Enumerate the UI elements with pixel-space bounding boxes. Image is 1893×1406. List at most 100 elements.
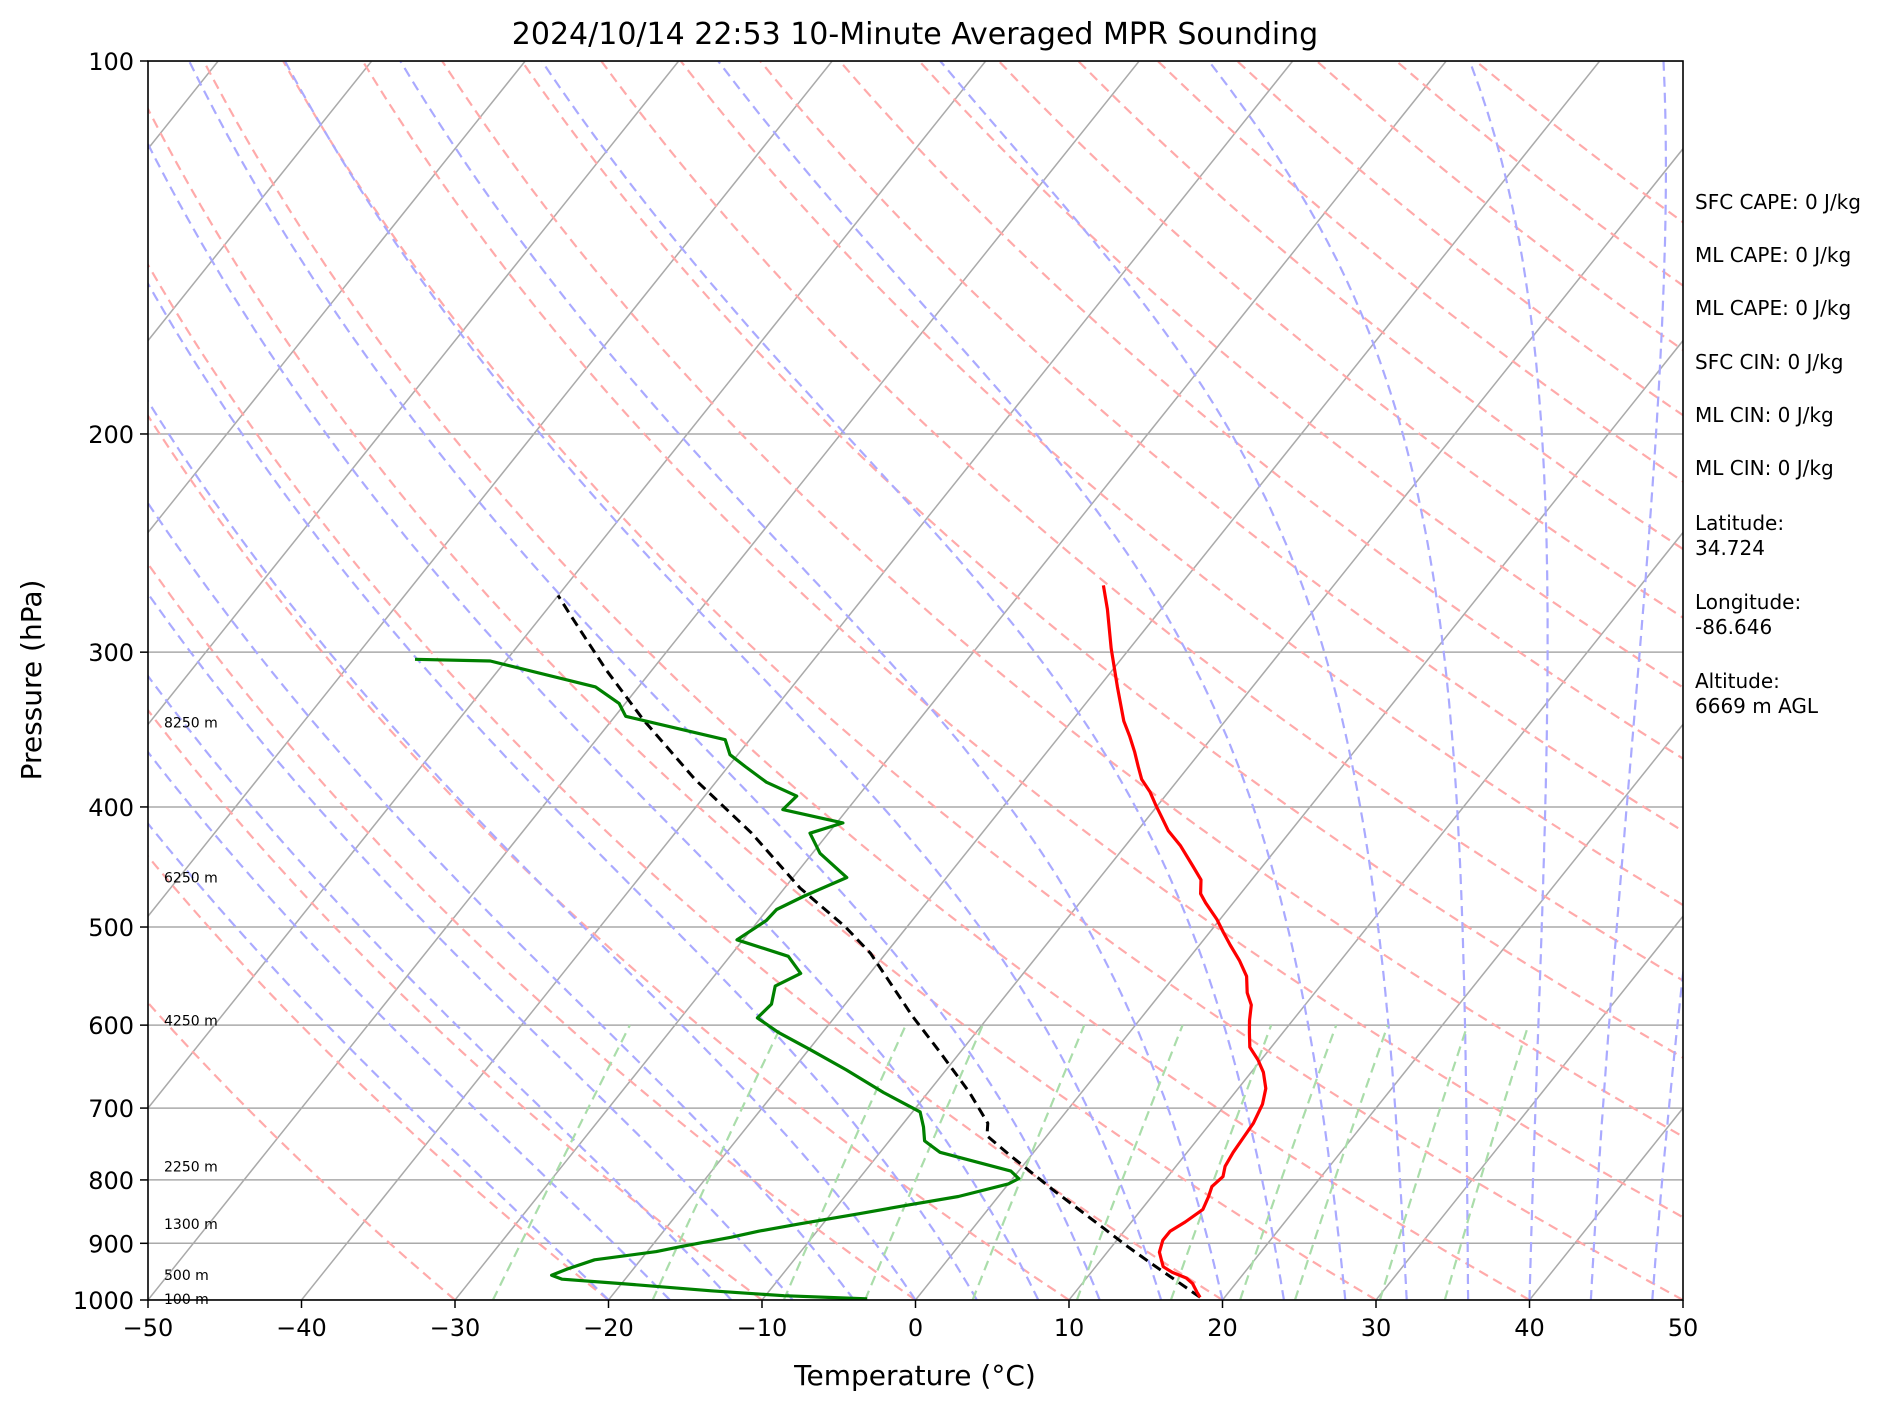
dry-adiabat xyxy=(918,61,1683,689)
isotherm-line xyxy=(148,61,987,1110)
profile-lines xyxy=(414,585,1268,1300)
mixing-ratio-line xyxy=(782,1024,907,1300)
x-tick-label: −40 xyxy=(276,1314,327,1342)
isotherm-line xyxy=(1221,723,1683,1300)
dry-adiabat xyxy=(1156,61,1683,483)
moist-adiabat xyxy=(148,281,978,1300)
y-tick-label: 400 xyxy=(88,794,134,822)
dry-adiabat xyxy=(148,262,1224,1300)
isotherm-line xyxy=(300,61,1294,1300)
height-labels: 100 m 500 m 1300 m 2250 m 4250 m 6250 m 8250 m xyxy=(164,716,218,1308)
dry-adiabat xyxy=(148,561,917,1300)
dewpoint-profile-line xyxy=(414,657,1021,1300)
isotherm-line xyxy=(148,61,1140,1300)
height-label: 6250 m xyxy=(164,870,218,886)
stat-line: ML CIN: 0 J/kg xyxy=(1695,403,1834,427)
dry-adiabat xyxy=(838,61,1683,760)
y-tick-label: 200 xyxy=(88,421,134,449)
y-axis-label: Pressure (hPa) xyxy=(15,580,48,781)
dry-adiabat xyxy=(997,61,1683,619)
y-tick-label: 800 xyxy=(88,1167,134,1195)
x-tick-label: −20 xyxy=(583,1314,634,1342)
stat-line: 6669 m AGL xyxy=(1695,694,1819,718)
y-axis: 1000 900 800 700 600 500 400 300 200 100 xyxy=(73,48,148,1315)
mixing-ratio-line xyxy=(971,1024,1086,1300)
x-tick-label: 10 xyxy=(1054,1314,1085,1342)
stats-panel: SFC CAPE: 0 J/kg ML CAPE: 0 J/kg ML CAPE: … xyxy=(1695,190,1861,718)
mixing-ratio-line xyxy=(1239,1024,1338,1300)
stat-line: Longitude: xyxy=(1695,590,1801,614)
dry-adiabat xyxy=(148,106,1377,1300)
dry-adiabat xyxy=(520,61,1683,1059)
x-tick-label: 20 xyxy=(1207,1314,1238,1342)
dry-adiabat xyxy=(148,1001,456,1300)
height-label: 500 m xyxy=(164,1268,209,1284)
mixing-ratio-line xyxy=(651,1024,783,1300)
moist-adiabat xyxy=(148,399,917,1300)
x-tick-label: 50 xyxy=(1668,1314,1699,1342)
background-lines xyxy=(148,61,1683,1300)
dry-adiabat xyxy=(1077,61,1683,551)
stat-line: ML CAPE: 0 J/kg xyxy=(1695,296,1851,320)
isotherm-line xyxy=(761,147,1683,1300)
y-tick-label: 300 xyxy=(88,639,134,667)
moist-adiabat xyxy=(148,821,610,1300)
stat-line: ML CAPE: 0 J/kg xyxy=(1695,243,1851,267)
moist-adiabat xyxy=(148,141,1040,1300)
isotherm-line xyxy=(454,61,1447,1300)
y-tick-label: 700 xyxy=(88,1095,134,1123)
height-label: 8250 m xyxy=(164,716,218,732)
y-tick-label: 1000 xyxy=(73,1287,134,1315)
moist-adiabat xyxy=(148,501,855,1300)
dry-adiabat xyxy=(361,61,1683,1219)
moist-adiabat xyxy=(1589,61,1668,1300)
x-tick-label: −30 xyxy=(430,1314,481,1342)
moist-adiabat xyxy=(1468,61,1549,1300)
y-tick-label: 600 xyxy=(88,1012,134,1040)
dry-adiabat xyxy=(148,708,763,1300)
moist-adiabat xyxy=(717,61,1347,1300)
stat-line: ML CIN: 0 J/kg xyxy=(1695,456,1834,480)
chart-title: 2024/10/14 22:53 10-Minute Averaged MPR … xyxy=(512,17,1318,52)
y-tick-label: 500 xyxy=(88,914,134,942)
isotherm-line xyxy=(148,61,526,534)
stat-line: Latitude: xyxy=(1695,511,1784,535)
mixing-ratio-line xyxy=(1443,1024,1530,1300)
x-axis-label: Temperature (°C) xyxy=(793,1359,1036,1392)
x-tick-label: 30 xyxy=(1361,1314,1392,1342)
stat-line: -86.646 xyxy=(1695,615,1772,639)
moist-adiabat xyxy=(939,61,1408,1300)
moist-adiabat xyxy=(188,61,1101,1300)
moist-adiabat xyxy=(148,591,794,1300)
height-label: 2250 m xyxy=(164,1159,218,1175)
y-tick-label: 900 xyxy=(88,1230,134,1258)
isotherm-line xyxy=(607,61,1601,1300)
isotherm-line xyxy=(914,339,1683,1300)
dry-adiabat xyxy=(282,61,1683,1300)
stat-line: 34.724 xyxy=(1695,536,1765,560)
moist-adiabat xyxy=(283,61,1163,1300)
dry-adiabat xyxy=(441,61,1683,1138)
height-label: 4250 m xyxy=(164,1014,218,1030)
mixing-ratio-line xyxy=(1378,1024,1469,1300)
x-tick-label: 40 xyxy=(1514,1314,1545,1342)
stat-line: Altitude: xyxy=(1695,669,1780,693)
stat-line: SFC CAPE: 0 J/kg xyxy=(1695,190,1861,214)
x-tick-label: 0 xyxy=(908,1314,923,1342)
moist-adiabat xyxy=(148,674,733,1300)
dry-adiabat xyxy=(202,61,1531,1300)
stat-line: SFC CIN: 0 J/kg xyxy=(1695,350,1843,374)
dry-adiabat xyxy=(600,61,1683,982)
moist-adiabat xyxy=(1207,61,1470,1300)
height-label: 1300 m xyxy=(164,1217,218,1233)
mixing-ratio-line xyxy=(1075,1024,1184,1300)
mixing-ratio-line xyxy=(864,1024,984,1300)
height-label: 100 m xyxy=(164,1292,209,1308)
x-tick-label: −10 xyxy=(737,1314,788,1342)
x-tick-label: −50 xyxy=(123,1314,174,1342)
isotherm-line xyxy=(148,61,833,918)
dry-adiabat xyxy=(148,413,1070,1300)
parcel-profile-line xyxy=(556,594,1201,1299)
mixing-ratio-line xyxy=(491,1024,631,1300)
